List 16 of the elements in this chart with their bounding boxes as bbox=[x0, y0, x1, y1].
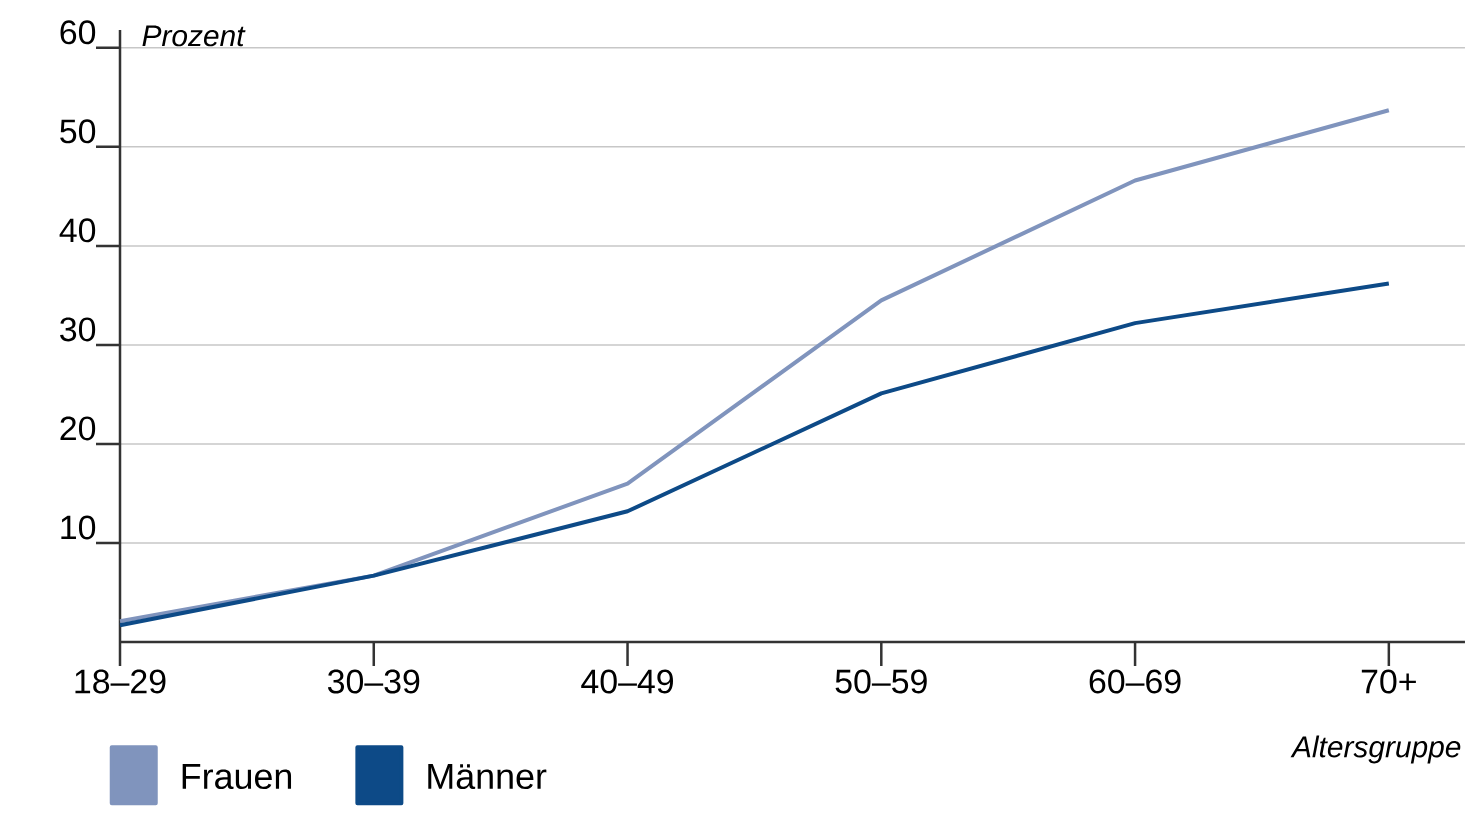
y-tick-label: 30 bbox=[60, 317, 96, 342]
x-tick-label: 30–39 bbox=[327, 669, 420, 694]
y-tick-label: 40 bbox=[59, 218, 96, 243]
y-tick-label: 50 bbox=[60, 119, 96, 144]
x-tick-label: 50–59 bbox=[835, 669, 927, 694]
y-tick-label: 10 bbox=[61, 515, 96, 540]
legend-label: Frauen bbox=[182, 764, 292, 790]
y-tick-label: 20 bbox=[60, 416, 96, 441]
x-tick-label: 40–49 bbox=[581, 669, 673, 694]
x-tick-label: 18–29 bbox=[75, 669, 166, 694]
y-tick-label: 60 bbox=[60, 20, 96, 45]
y-axis-title: Prozent bbox=[142, 25, 246, 47]
legend-label: Männer bbox=[428, 764, 547, 790]
x-tick-label: 60–69 bbox=[1089, 669, 1181, 694]
x-axis-title: Altersgruppe bbox=[1290, 735, 1461, 764]
x-tick-label: 70+ bbox=[1361, 669, 1416, 694]
